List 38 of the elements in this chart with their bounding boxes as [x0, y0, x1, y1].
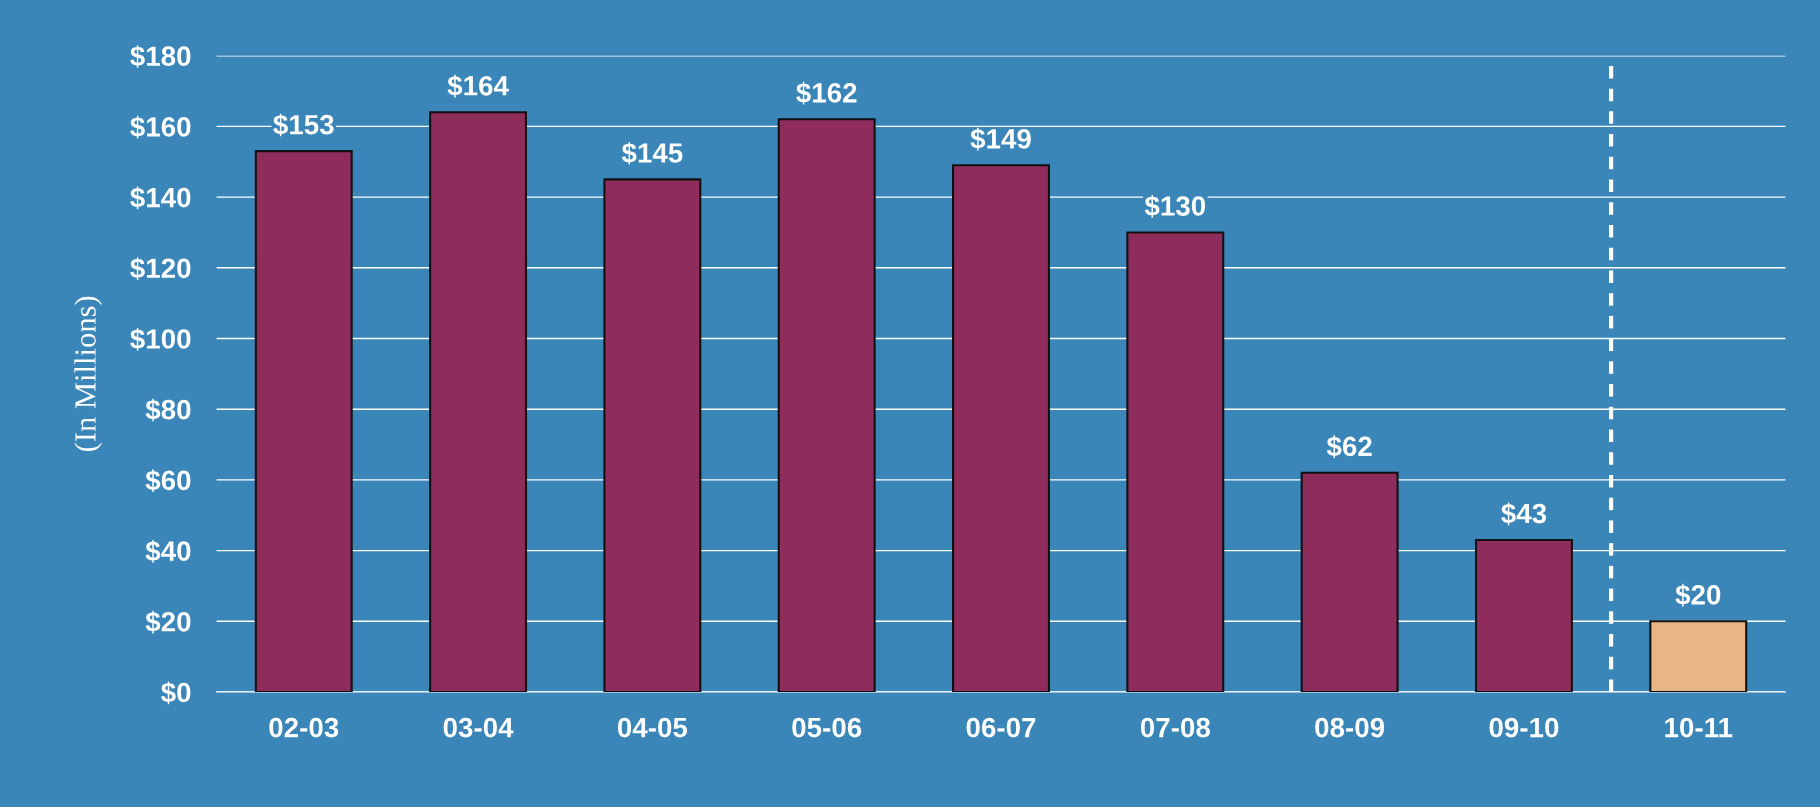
y-tick-label: $140: [130, 186, 191, 210]
bar: [603, 178, 702, 692]
bar: [254, 150, 353, 692]
y-tick-label: $80: [145, 398, 191, 422]
x-tick-label: 08-09: [1315, 717, 1385, 738]
y-tick-label: $160: [130, 115, 191, 139]
x-tick-label: 07-08: [1140, 717, 1210, 738]
data-label: $130: [1144, 194, 1206, 218]
x-tick-label: 03-04: [443, 717, 514, 738]
y-tick-label: $0: [161, 681, 191, 705]
x-tick-label: 05-06: [792, 717, 862, 738]
x-tick-label: 06-07: [966, 717, 1036, 738]
data-label: $20: [1675, 583, 1721, 607]
x-tick-label: 09-10: [1489, 717, 1559, 738]
bar: [1126, 231, 1225, 692]
y-tick-label: $120: [130, 257, 191, 280]
data-label: $43: [1501, 502, 1547, 526]
bar: [429, 111, 528, 692]
data-label: $62: [1326, 435, 1372, 459]
x-tick-label: 10-11: [1665, 717, 1733, 738]
bar: [1300, 471, 1399, 692]
y-tick-label: $40: [145, 540, 191, 563]
data-label: $145: [621, 141, 683, 165]
y-tick-label: $180: [130, 45, 191, 68]
bar: [952, 164, 1050, 692]
y-axis-title: (In Millions): [74, 296, 103, 452]
y-tick-label: $60: [145, 469, 191, 493]
bar: [777, 118, 876, 692]
x-tick-label: 04-05: [617, 717, 688, 738]
x-tick-label: 02-03: [269, 717, 339, 738]
y-tick-label: $20: [145, 610, 191, 634]
bar: [1474, 538, 1573, 692]
data-label: $153: [273, 113, 334, 137]
data-label: $149: [970, 127, 1031, 151]
y-tick-label: $100: [130, 327, 191, 351]
bar: [1649, 620, 1748, 692]
data-label: $162: [796, 81, 857, 105]
data-label: $164: [447, 74, 509, 98]
